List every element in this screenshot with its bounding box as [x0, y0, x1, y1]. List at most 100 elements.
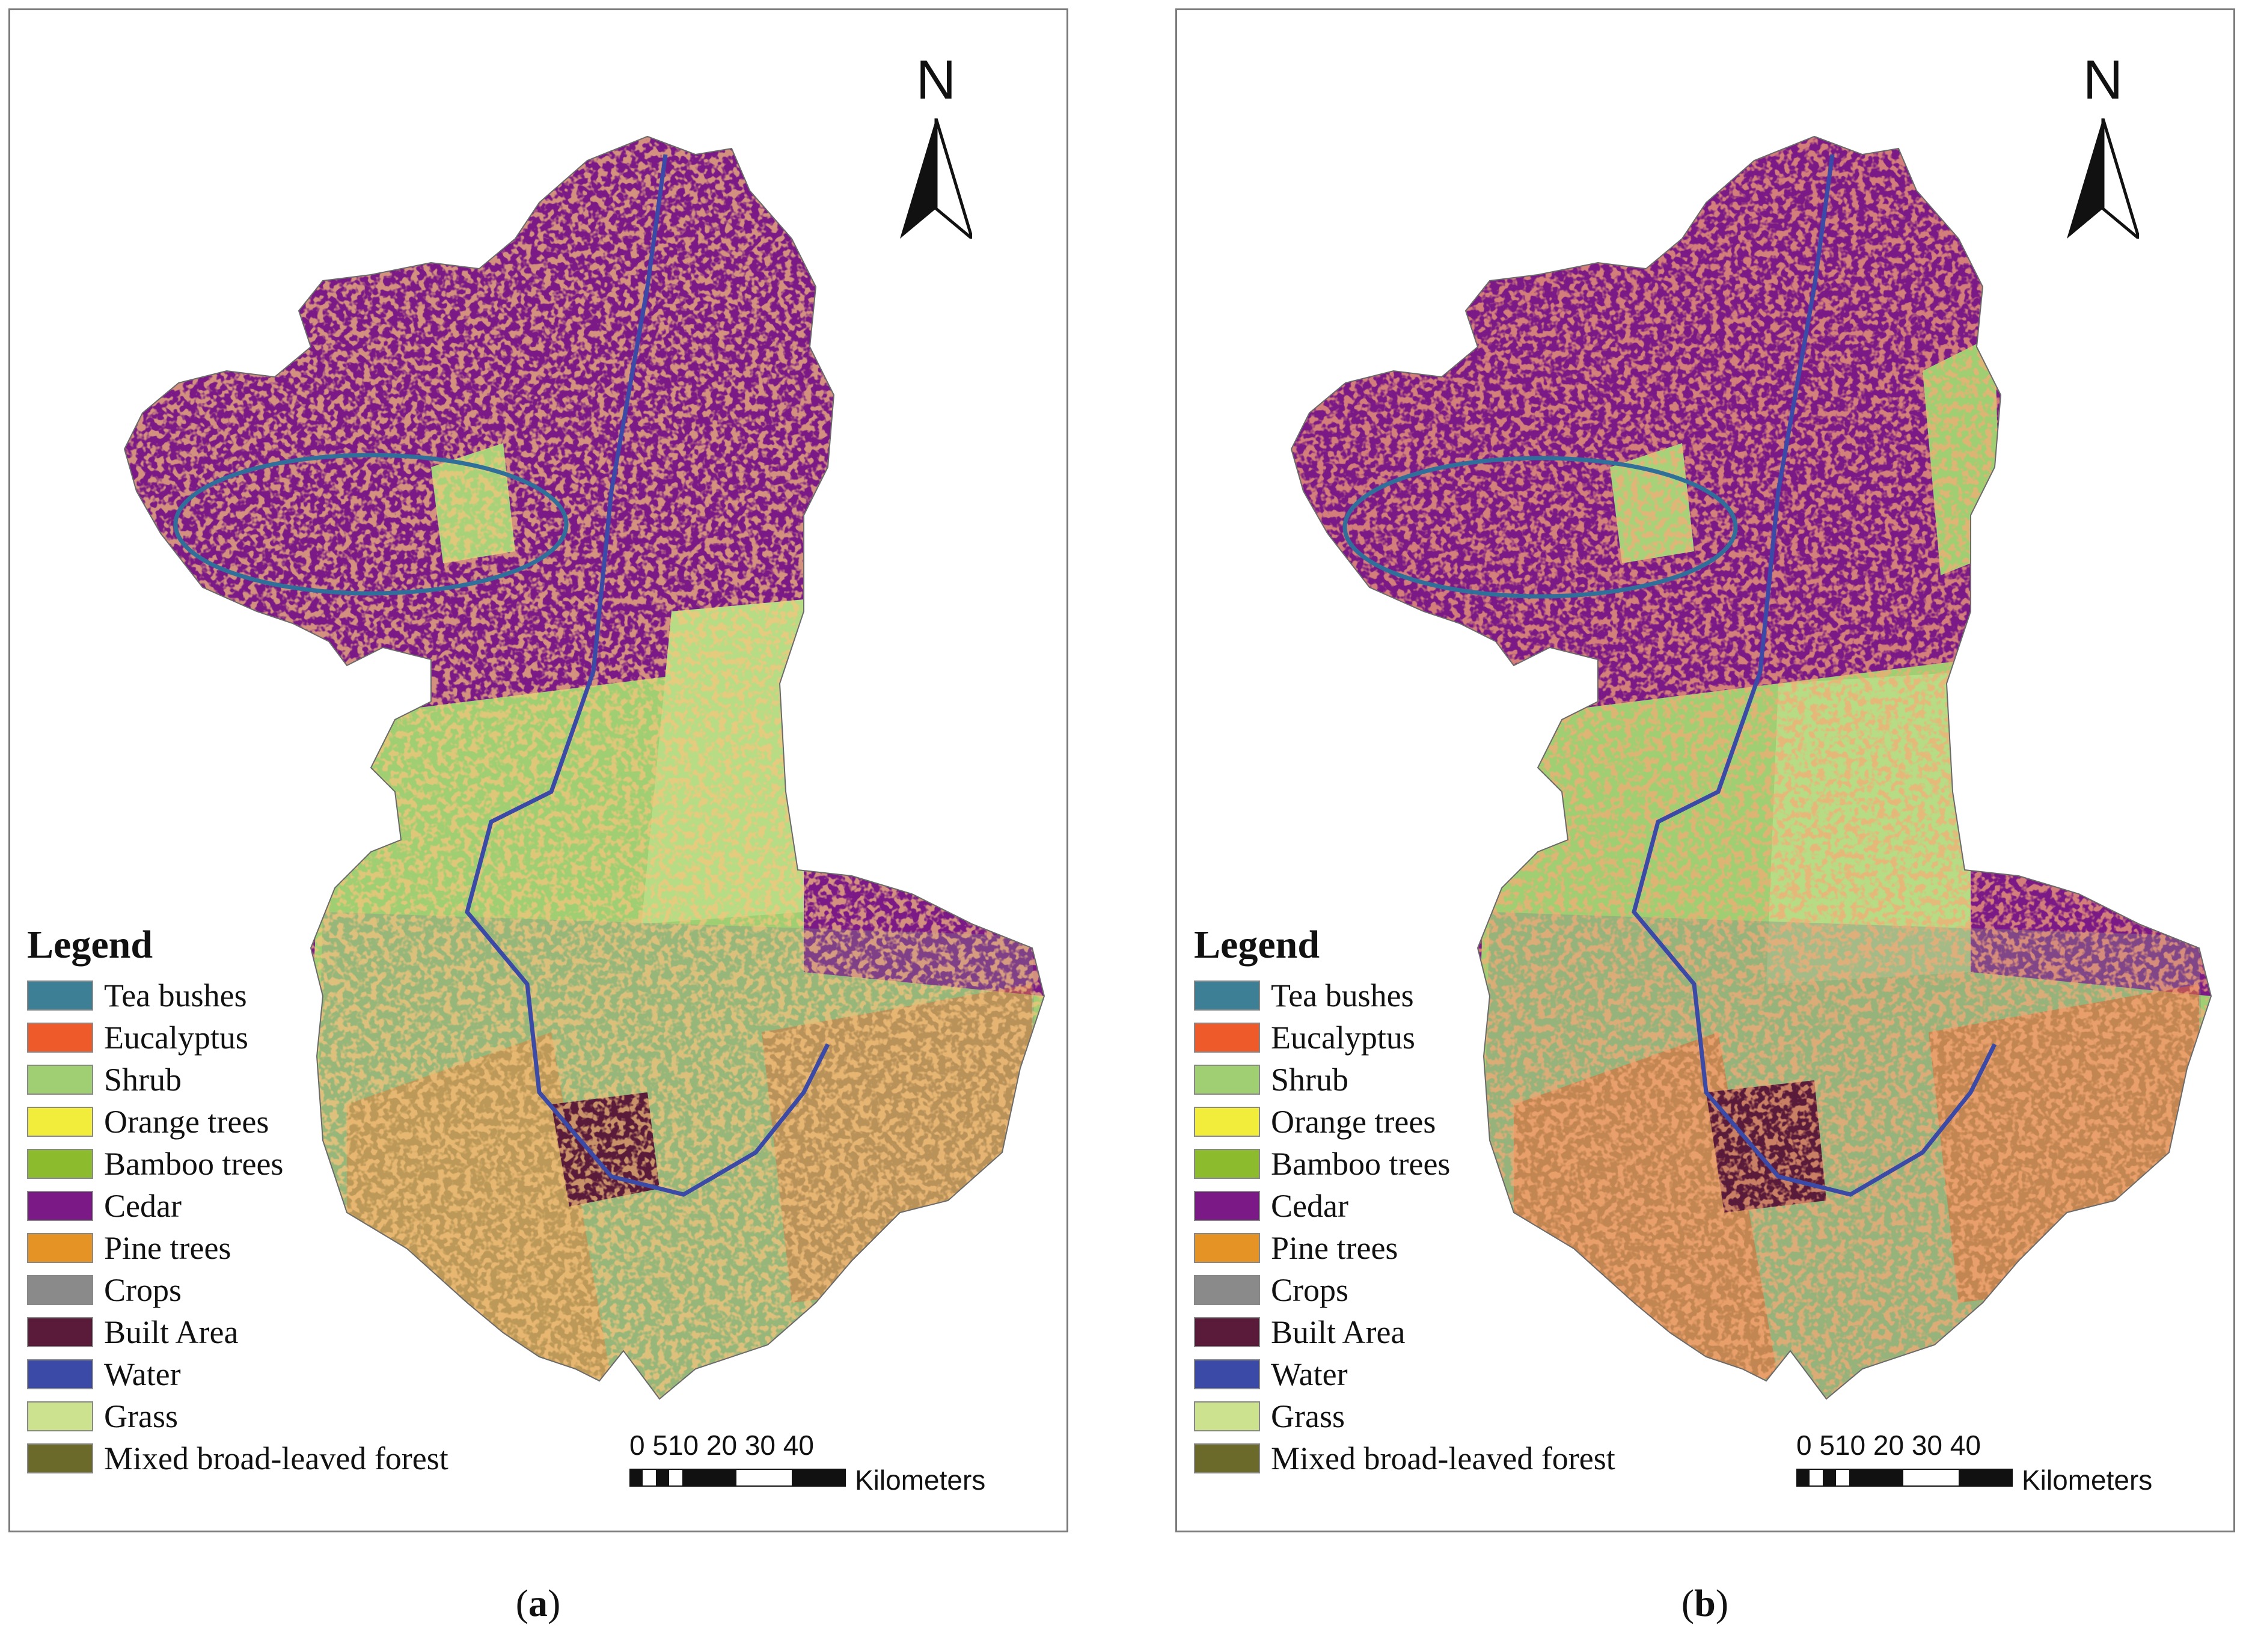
legend-item: Cedar: [27, 1185, 448, 1227]
legend-label: Bamboo trees: [1271, 1146, 1451, 1182]
legend-swatch: [1194, 1065, 1260, 1095]
scale-bar-graphic: [629, 1469, 846, 1487]
legend-label: Shrub: [1271, 1062, 1349, 1098]
legend-swatch: [1194, 1107, 1260, 1137]
legend-swatch: [27, 1317, 93, 1347]
north-arrow: N: [2055, 52, 2151, 251]
legend-swatch: [1194, 1149, 1260, 1179]
legend-item: Crops: [27, 1269, 448, 1311]
legend-swatch: [1194, 1317, 1260, 1347]
legend-label: Cedar: [104, 1188, 182, 1224]
legend: Legend Tea bushes Eucalyptus Shrub Orange t…: [1194, 924, 1615, 1479]
legend-item: Tea bushes: [1194, 974, 1615, 1017]
legend-label: Orange trees: [1271, 1104, 1436, 1140]
caption-a: (a): [515, 1582, 561, 1624]
legend-swatch: [1194, 1275, 1260, 1305]
legend-label: Mixed broad-leaved forest: [1271, 1440, 1615, 1476]
legend-item: Bamboo trees: [1194, 1143, 1615, 1185]
legend-item: Mixed broad-leaved forest: [27, 1437, 448, 1479]
legend-item: Eucalyptus: [1194, 1017, 1615, 1059]
north-label: N: [2082, 49, 2123, 111]
legend-swatch: [1194, 1443, 1260, 1473]
legend-swatch: [1194, 1233, 1260, 1263]
land-cover-map-a: [124, 136, 1045, 1400]
caption-letter: a: [528, 1582, 548, 1624]
scale-bar: 0 510 20 30 40 Kilometers: [1796, 1429, 2217, 1496]
north-arrow-icon: [900, 118, 972, 239]
legend-label: Crops: [1271, 1272, 1349, 1308]
legend-item: Mixed broad-leaved forest: [1194, 1437, 1615, 1479]
legend-item: Eucalyptus: [27, 1017, 448, 1059]
legend-item: Water: [1194, 1353, 1615, 1395]
legend-item: Grass: [27, 1395, 448, 1437]
highlight-ellipse: [173, 453, 569, 596]
legend-item: Built Area: [27, 1311, 448, 1353]
legend-item: Orange trees: [1194, 1101, 1615, 1143]
legend-swatch: [1194, 1401, 1260, 1431]
legend-label: Orange trees: [104, 1104, 269, 1140]
legend-swatch: [1194, 1023, 1260, 1053]
legend-swatch: [27, 980, 93, 1011]
land-cover-map-b: [1291, 136, 2212, 1400]
legend-item: Orange trees: [27, 1101, 448, 1143]
map-panel-a: N Legend Tea bushes Eucalyptus Shrub Orange…: [8, 8, 1068, 1532]
legend-label: Tea bushes: [1271, 977, 1414, 1014]
legend-item: Bamboo trees: [27, 1143, 448, 1185]
legend-swatch: [27, 1149, 93, 1179]
caption-letter: b: [1694, 1582, 1716, 1624]
legend-items: Tea bushes Eucalyptus Shrub Orange trees Bam…: [1194, 974, 1615, 1479]
legend-label: Grass: [1271, 1398, 1345, 1434]
caption-b: (b): [1681, 1582, 1729, 1624]
legend-item: Pine trees: [27, 1227, 448, 1269]
map-panel-b: N Legend Tea bushes Eucalyptus Shrub Orange…: [1175, 8, 2235, 1532]
legend-label: Tea bushes: [104, 977, 247, 1014]
legend-label: Built Area: [104, 1314, 239, 1350]
legend-label: Eucalyptus: [104, 1020, 248, 1056]
legend-label: Grass: [104, 1398, 178, 1434]
legend-swatch: [27, 1191, 93, 1221]
north-label: N: [916, 49, 956, 111]
legend-label: Shrub: [104, 1062, 182, 1098]
legend-item: Pine trees: [1194, 1227, 1615, 1269]
legend-swatch: [27, 1443, 93, 1473]
legend-title: Legend: [1194, 923, 1320, 967]
legend-label: Bamboo trees: [104, 1146, 284, 1182]
legend-item: Cedar: [1194, 1185, 1615, 1227]
legend: Legend Tea bushes Eucalyptus Shrub Orange t…: [27, 924, 448, 1479]
scale-tick-labels: 0 510 20 30 40: [629, 1430, 814, 1461]
legend-swatch: [1194, 980, 1260, 1011]
legend-label: Eucalyptus: [1271, 1020, 1415, 1056]
legend-label: Pine trees: [104, 1230, 231, 1266]
legend-swatch: [1194, 1191, 1260, 1221]
scale-tick-labels: 0 510 20 30 40: [1796, 1430, 1981, 1461]
legend-label: Water: [104, 1356, 181, 1392]
legend-swatch: [27, 1023, 93, 1053]
legend-item: Shrub: [1194, 1059, 1615, 1101]
legend-item: Grass: [1194, 1395, 1615, 1437]
scale-bar: 0 510 20 30 40 Kilometers: [629, 1429, 1050, 1496]
legend-item: Crops: [1194, 1269, 1615, 1311]
north-arrow-icon: [2067, 118, 2139, 239]
legend-item: Water: [27, 1353, 448, 1395]
highlight-ellipse: [1342, 456, 1738, 599]
scale-unit-label: Kilometers: [2022, 1464, 2153, 1496]
legend-label: Pine trees: [1271, 1230, 1398, 1266]
legend-swatch: [27, 1275, 93, 1305]
legend-title: Legend: [27, 923, 153, 967]
legend-swatch: [27, 1401, 93, 1431]
legend-item: Shrub: [27, 1059, 448, 1101]
scale-bar-graphic: [1796, 1469, 2013, 1487]
legend-label: Water: [1271, 1356, 1348, 1392]
legend-item: Tea bushes: [27, 974, 448, 1017]
legend-label: Mixed broad-leaved forest: [104, 1440, 448, 1476]
north-arrow: N: [888, 52, 984, 251]
legend-label: Built Area: [1271, 1314, 1406, 1350]
legend-label: Crops: [104, 1272, 182, 1308]
legend-item: Built Area: [1194, 1311, 1615, 1353]
legend-swatch: [27, 1065, 93, 1095]
legend-swatch: [1194, 1359, 1260, 1389]
legend-items: Tea bushes Eucalyptus Shrub Orange trees Bam…: [27, 974, 448, 1479]
legend-swatch: [27, 1359, 93, 1389]
scale-unit-label: Kilometers: [855, 1464, 986, 1496]
legend-label: Cedar: [1271, 1188, 1348, 1224]
